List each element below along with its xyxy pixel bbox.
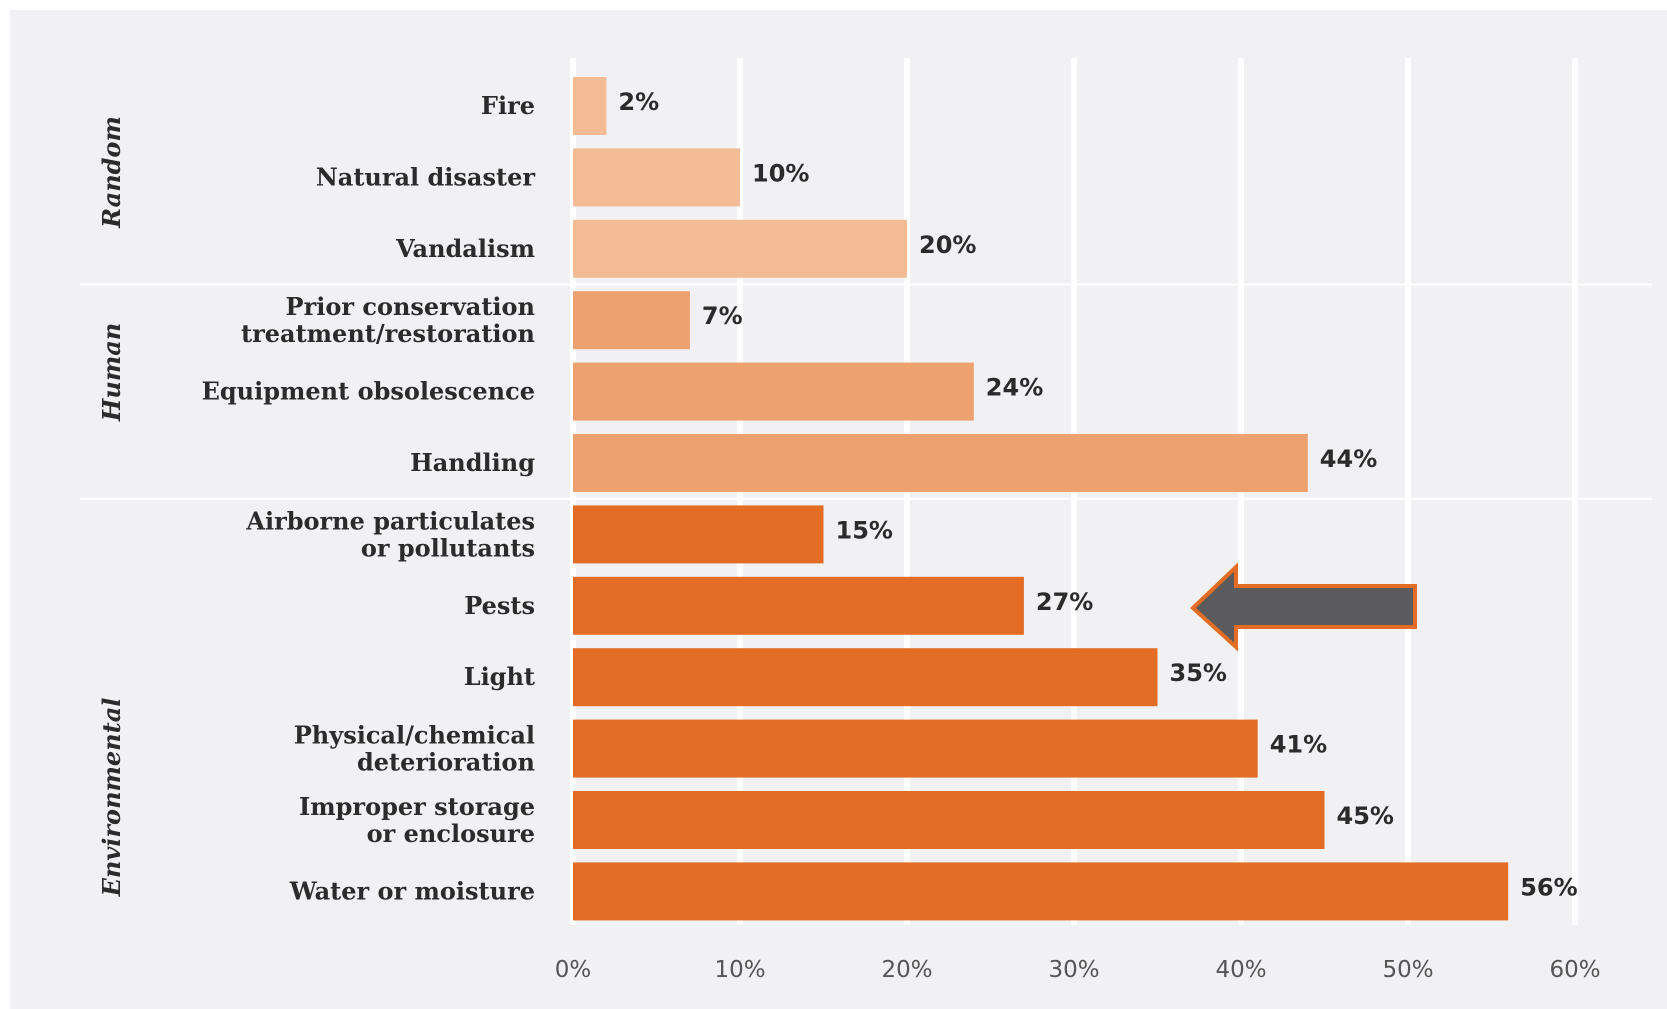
value-label: 2%: [618, 88, 659, 116]
x-tick-label: 10%: [714, 957, 765, 983]
category-label: Natural disaster: [316, 162, 536, 191]
value-label: 41%: [1270, 731, 1327, 759]
group-label: Human: [97, 323, 126, 423]
category-label: Fire: [481, 91, 535, 120]
category-label: deterioration: [357, 748, 535, 777]
bar: [573, 362, 974, 421]
category-label: or pollutants: [361, 533, 535, 562]
group-label: Environmental: [97, 698, 126, 898]
value-label: 45%: [1337, 802, 1394, 830]
arrow-annotation: [1190, 562, 1417, 652]
value-label: 24%: [986, 374, 1043, 402]
category-label: Vandalism: [395, 234, 535, 263]
bar: [573, 719, 1258, 778]
category-label: treatment/restoration: [241, 319, 535, 348]
category-label: Pests: [464, 591, 535, 620]
bar: [573, 505, 824, 564]
bar: [573, 148, 740, 207]
value-label: 20%: [919, 231, 976, 259]
x-tick-label: 40%: [1215, 957, 1266, 983]
bar: [573, 434, 1308, 492]
value-label: 35%: [1170, 659, 1227, 687]
category-label: Equipment obsolescence: [202, 377, 535, 406]
bar: [573, 77, 607, 135]
category-label: Improper storage: [299, 792, 535, 821]
value-label: 27%: [1036, 588, 1093, 616]
x-tick-label: 20%: [881, 957, 932, 983]
value-label: 56%: [1520, 873, 1577, 901]
category-label: Airborne particulates: [245, 506, 535, 535]
bar: [573, 648, 1158, 707]
x-tick-label: 60%: [1549, 957, 1600, 983]
category-label: Prior conservation: [286, 292, 535, 321]
category-label: Physical/chemical: [294, 721, 535, 750]
value-label: 7%: [702, 302, 743, 330]
x-tick-label: 0%: [555, 957, 592, 983]
category-label: or enclosure: [367, 819, 535, 848]
group-label: Random: [97, 116, 126, 229]
value-label: 15%: [836, 516, 893, 544]
category-label: Handling: [410, 448, 535, 477]
value-label: 44%: [1320, 445, 1377, 473]
category-label: Water or moisture: [289, 876, 535, 905]
bar: [573, 291, 690, 350]
value-label: 10%: [752, 159, 809, 187]
category-label: Light: [464, 662, 535, 691]
bar: [573, 862, 1509, 921]
x-tick-label: 50%: [1382, 957, 1433, 983]
bar: [573, 219, 907, 278]
bar: [573, 791, 1325, 849]
bar: [573, 576, 1024, 635]
x-tick-label: 30%: [1048, 957, 1099, 983]
